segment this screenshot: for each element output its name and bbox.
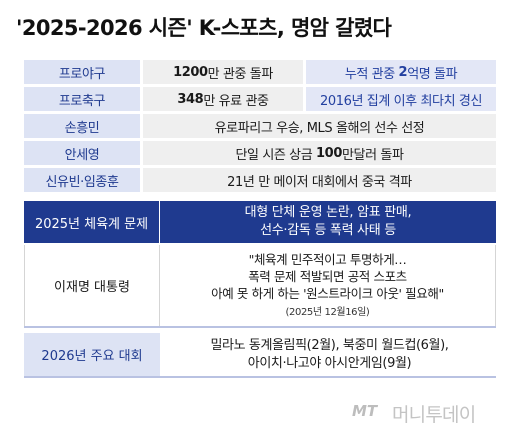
- table-row: 손흥민 유로파리그 우승, MLS 올해의 선수 선정: [24, 114, 496, 138]
- row-label: 신유빈·임종훈: [24, 168, 140, 192]
- row-value-main: 348 만 유료 관중: [143, 87, 303, 111]
- row-value: 348 만 유료 관중 2016년 집계 이후 최다치 경신: [143, 87, 496, 111]
- problems-line: 대형 단체 운영 논란, 암표 판매,: [244, 205, 412, 220]
- extra-number: 2: [398, 64, 408, 80]
- row-label: 손흥민: [24, 114, 140, 138]
- row-label: 프로축구: [24, 87, 140, 111]
- problems-label: 2025년 체육계 문제: [24, 201, 160, 243]
- events-line: 밀라노 동계올림픽(2월), 북중미 월드컵(6월),: [210, 337, 449, 353]
- quote-line: 아예 못 하게 하는 '원스트라이크 아웃' 필요해": [211, 285, 444, 301]
- extra-text: 누적 관중: [344, 66, 399, 82]
- row-value-main: 1200 만 관중 돌파: [143, 60, 303, 84]
- table-row: 프로축구 348 만 유료 관중 2016년 집계 이후 최다치 경신: [24, 87, 496, 111]
- events-label: 2026년 주요 대회: [24, 333, 160, 376]
- value-text-post: 만달러 돌파: [341, 147, 404, 163]
- quote-box: 이재명 대통령 "체육계 민주적이고 투명하게… 폭력 문제 적발되면 공적 스…: [24, 245, 496, 328]
- quote-label: 이재명 대통령: [24, 245, 160, 326]
- row-value-extra: 2016년 집계 이후 최다치 경신: [306, 87, 496, 111]
- brand-logo: MT 머니투데이: [352, 398, 502, 426]
- logo-wordmark: 머니투데이: [392, 404, 476, 426]
- table-row: 프로야구 1200 만 관중 돌파 누적 관중 2 억명 돌파: [24, 60, 496, 84]
- problems-band: 2025년 체육계 문제 대형 단체 운영 논란, 암표 판매, 선수·감독 등…: [24, 201, 496, 243]
- table-row: 신유빈·임종훈 21년 만 메이저 대회에서 중국 격파: [24, 168, 496, 192]
- value-number: 100: [316, 145, 342, 161]
- quote-line: "체육계 민주적이고 투명하게…: [248, 251, 407, 267]
- quote-line: 폭력 문제 적발되면 공적 스포츠: [248, 268, 407, 284]
- row-value-extra: 누적 관중 2 억명 돌파: [306, 60, 496, 84]
- page-title: '2025-2026 시즌' K-스포츠, 명암 갈렸다: [16, 16, 392, 40]
- achievements-table: 프로야구 1200 만 관중 돌파 누적 관중 2 억명 돌파 프로축구 348 만 …: [24, 60, 496, 195]
- value-number: 348: [177, 91, 204, 107]
- events-box: 2026년 주요 대회 밀라노 동계올림픽(2월), 북중미 월드컵(6월), …: [24, 333, 496, 378]
- table-row: 안세영 단일 시즌 상금 100 만달러 돌파: [24, 141, 496, 165]
- row-value: 유로파리그 우승, MLS 올해의 선수 선정: [143, 114, 496, 138]
- logo-mark: MT: [352, 402, 378, 420]
- quote-text: "체육계 민주적이고 투명하게… 폭력 문제 적발되면 공적 스포츠 아예 못 …: [160, 245, 496, 326]
- row-value: 단일 시즌 상금 100 만달러 돌파: [143, 141, 496, 165]
- row-value: 1200 만 관중 돌파 누적 관중 2 억명 돌파: [143, 60, 496, 84]
- problems-line: 선수·감독 등 폭력 사태 등: [260, 223, 396, 238]
- row-label: 프로야구: [24, 60, 140, 84]
- quote-date: (2025년 12월16일): [285, 306, 370, 318]
- row-value: 21년 만 메이저 대회에서 중국 격파: [143, 168, 496, 192]
- extra-text-post: 억명 돌파: [407, 66, 458, 82]
- value-number: 1200: [173, 64, 208, 80]
- problems-text: 대형 단체 운영 논란, 암표 판매, 선수·감독 등 폭력 사태 등: [160, 201, 496, 243]
- value-text: 만 유료 관중: [203, 93, 269, 109]
- value-text: 단일 시즌 상금: [235, 147, 317, 163]
- events-line: 아이치·나고야 아시안게임(9월): [247, 355, 412, 371]
- value-text: 만 관중 돌파: [207, 66, 274, 82]
- row-label: 안세영: [24, 141, 140, 165]
- events-text: 밀라노 동계올림픽(2월), 북중미 월드컵(6월), 아이치·나고야 아시안게…: [163, 333, 496, 376]
